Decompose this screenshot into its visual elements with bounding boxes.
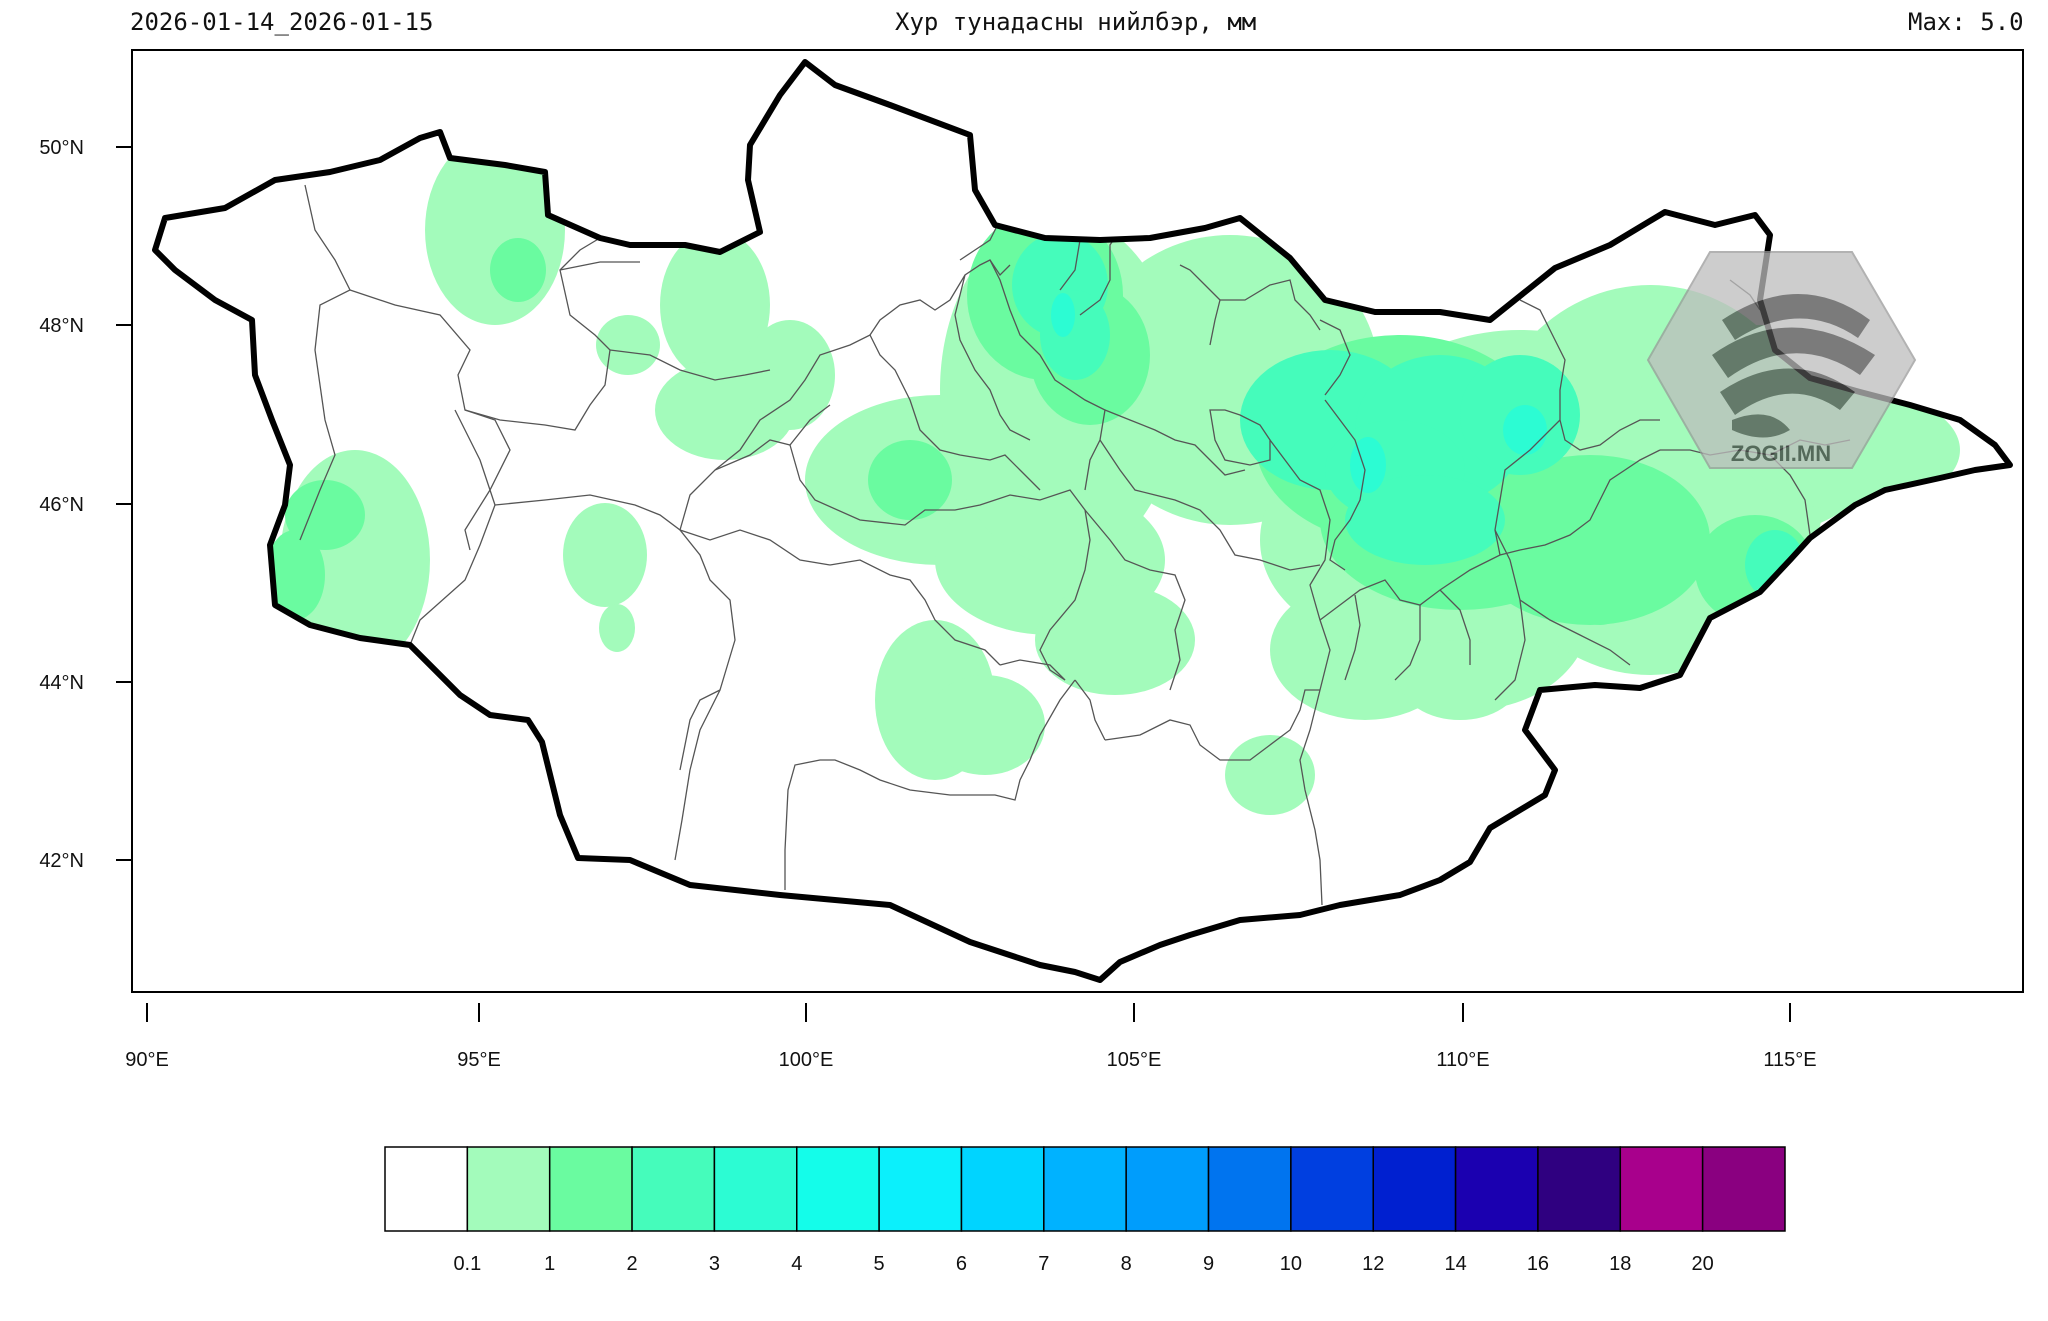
colorbar-label: 9 [1203,1253,1214,1275]
date-range: 2026-01-14_2026-01-15 [130,8,434,36]
colorbar-swatch [466,1146,551,1232]
colorbar-swatch [960,1146,1045,1232]
lon-tick-label: 100°E [779,1049,834,1071]
colorbar-label: 0.1 [453,1253,481,1275]
colorbar-swatch [1454,1146,1539,1232]
colorbar-swatch [796,1146,880,1232]
colorbar-swatch [631,1146,716,1232]
colorbar-swatch [548,1146,633,1232]
colorbar-swatch [1701,1146,1786,1232]
colorbar-label: 5 [874,1253,885,1275]
colorbar-swatch [878,1146,963,1232]
lat-tick-label: 50°N [39,137,84,159]
colorbar-legend: 0.1 1 2 3 4 5 6 7 8 9 10 12 14 16 18 20 [384,1146,1786,1275]
lon-tick-label: 95°E [457,1049,501,1071]
colorbar-label: 3 [709,1253,720,1275]
mongolia-national-border [152,59,2013,983]
colorbar-label: 10 [1280,1253,1302,1275]
colorbar-label: 12 [1362,1253,1384,1275]
colorbar-swatch [1125,1146,1210,1232]
colorbar-label: 20 [1692,1253,1714,1275]
lat-tick-label: 44°N [39,672,84,694]
lon-tick-label: 115°E [1763,1049,1816,1071]
colorbar-swatch [1207,1146,1292,1232]
colorbar-label: 7 [1038,1253,1049,1275]
colorbar-label: 6 [956,1253,967,1275]
lat-tick-label: 46°N [39,494,84,516]
colorbar-label: 2 [626,1253,637,1275]
colorbar-swatch [1290,1146,1374,1232]
max-value: Max: 5.0 [1908,8,2024,36]
colorbar-label: 14 [1444,1253,1466,1275]
colorbar-swatch [1537,1146,1622,1232]
colorbar-swatch [384,1146,469,1232]
lon-tick-label: 90°E [125,1049,169,1071]
lon-tick-label: 110°E [1436,1049,1489,1071]
colorbar-swatch [1043,1146,1127,1232]
colorbar-swatch [1372,1146,1457,1232]
colorbar-label: 18 [1609,1253,1631,1275]
watermark-text: ZOGII.MN [1731,441,1831,466]
colorbar-swatch [1619,1146,1704,1232]
lat-tick-label: 42°N [39,850,84,872]
colorbar-label: 4 [791,1253,802,1275]
zogii-logo-icon: ZOGII.MN [1646,251,1917,469]
latitude-axis: 50°N 48°N 46°N 44°N 42°N [39,137,132,872]
colorbar-label: 1 [544,1253,555,1275]
lat-tick-label: 48°N [39,315,84,337]
lon-tick-label: 105°E [1107,1049,1162,1071]
longitude-axis: 90°E 95°E 100°E 105°E 110°E 115°E [125,1003,1817,1071]
precip-band-2-3 [1012,233,1805,600]
map-title: Хур тунадасны нийлбэр, мм [895,8,1257,36]
colorbar-label: 16 [1527,1253,1549,1275]
colorbar-swatch [713,1146,798,1232]
colorbar-label: 8 [1121,1253,1132,1275]
